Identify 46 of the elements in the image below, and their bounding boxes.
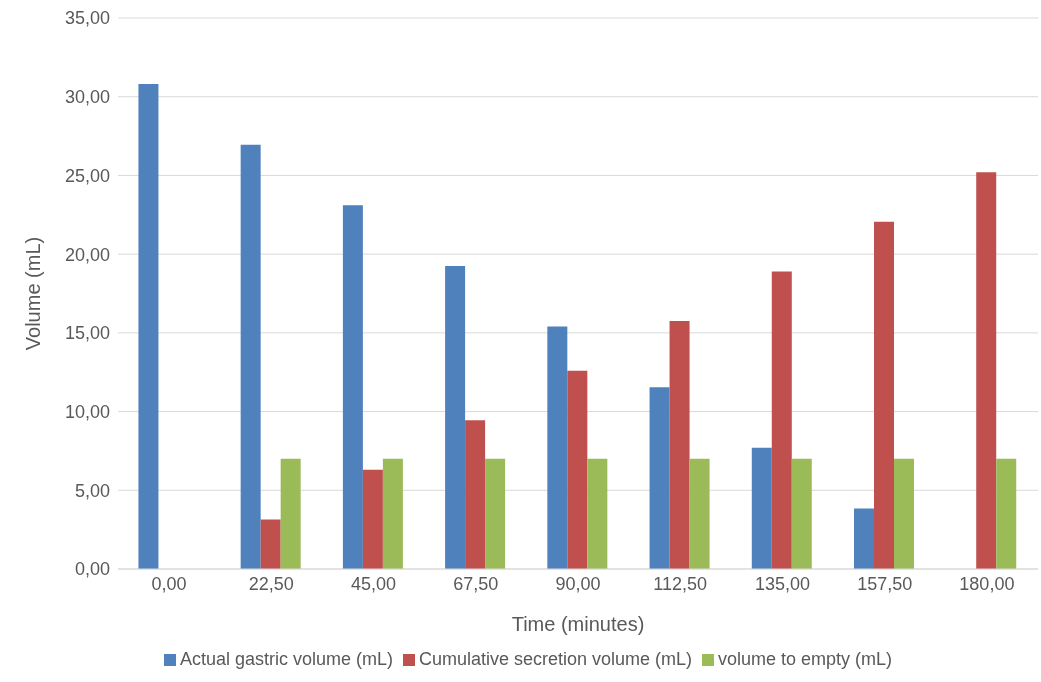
- bar: [465, 420, 486, 569]
- y-tick-label: 20,00: [64, 244, 110, 265]
- bar: [894, 458, 914, 569]
- bar: [280, 458, 301, 569]
- bar: [649, 387, 670, 569]
- bar: [240, 144, 261, 569]
- y-tick-label: 35,00: [64, 8, 110, 29]
- y-tick-label: 0,00: [74, 559, 110, 580]
- bar: [689, 458, 710, 569]
- x-tick-label: 45,00: [351, 573, 397, 594]
- bar: [260, 519, 281, 569]
- x-tick-label: 135,00: [754, 573, 810, 594]
- x-tick-label: 67,50: [453, 573, 499, 594]
- legend-label: Cumulative secretion volume (mL): [418, 649, 693, 669]
- bar: [547, 326, 568, 569]
- x-tick-label: 180,00: [959, 573, 1015, 594]
- bar: [874, 221, 894, 569]
- legend-label: volume to empty (mL): [718, 649, 893, 669]
- x-tick-label: 90,00: [555, 573, 601, 594]
- legend-label: Actual gastric volume (mL): [179, 649, 393, 669]
- x-tick-label: 112,50: [653, 573, 708, 594]
- bar: [976, 172, 997, 569]
- y-axis-title: Volume (mL): [22, 236, 45, 351]
- bar: [587, 458, 608, 569]
- bar: [751, 447, 772, 569]
- y-tick-label: 15,00: [64, 323, 110, 344]
- y-tick-label: 5,00: [74, 480, 110, 501]
- bar: [791, 458, 812, 569]
- bar: [854, 508, 874, 569]
- y-tick-label: 10,00: [64, 401, 110, 422]
- x-tick-label: 0,00: [151, 573, 187, 594]
- x-tick-label: 157,50: [857, 573, 913, 594]
- y-tick-label: 30,00: [64, 87, 110, 108]
- bar: [996, 458, 1017, 569]
- bar: [771, 271, 792, 569]
- bar: [382, 458, 403, 569]
- x-tick-label: 22,50: [248, 573, 294, 594]
- bar: [567, 370, 588, 569]
- bar: [669, 321, 690, 569]
- bar: [485, 458, 506, 569]
- bar: [138, 84, 159, 569]
- bar: [342, 205, 363, 569]
- bar: [445, 265, 466, 569]
- y-tick-label: 25,00: [64, 165, 110, 186]
- bar: [362, 469, 383, 569]
- x-axis-title: Time (minutes): [511, 613, 645, 635]
